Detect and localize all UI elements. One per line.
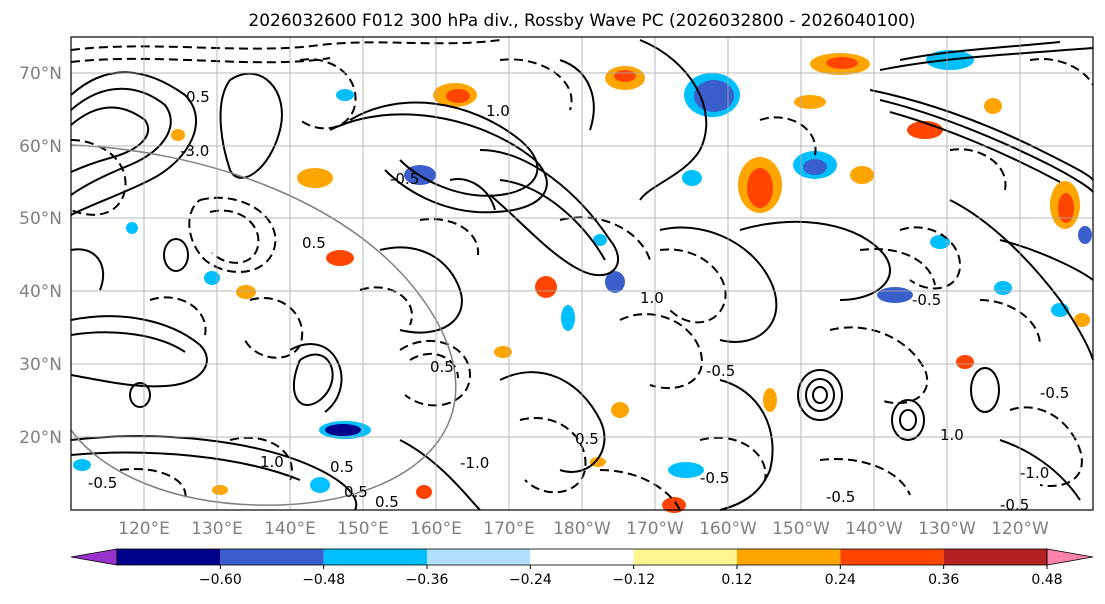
colorbar-bin: [943, 549, 1047, 565]
contour-label: 0.5: [375, 493, 399, 511]
lon-label: 170°W: [626, 519, 684, 539]
colorbar-tick-label: 0.24: [825, 572, 856, 588]
lat-label: 50°N: [19, 209, 62, 229]
colorbar-extend-high: [1046, 548, 1094, 566]
colorbar-bin: [530, 549, 634, 565]
contour-label: -1.0: [460, 454, 489, 472]
contour-label: -0.5: [826, 488, 855, 506]
contour-label: -0.5: [390, 170, 419, 188]
lon-label: 130°W: [918, 519, 976, 539]
contour-label: 0.5: [575, 430, 599, 448]
colorbar-extend-low: [70, 548, 118, 566]
contour-label: -0.5: [1000, 496, 1029, 514]
contour-labels: -3.0 -0.5 0.5 1.0 -1.0 -0.5 0.5 -0.5 1.0…: [88, 88, 1069, 514]
colorbar-tick-label: −0.24: [509, 572, 552, 588]
lon-label: 160°E: [410, 519, 462, 539]
contour-label: 0.5: [186, 88, 210, 106]
colorbar-bin: [117, 549, 221, 565]
contours-dashed: [70, 39, 1094, 511]
contour-label: 1.0: [260, 453, 284, 471]
colorbar-tick-label: −0.48: [302, 572, 345, 588]
colorbar-bin: [633, 549, 737, 565]
colorbar: −0.60 −0.48 −0.36 −0.24 −0.12 0.12 0.24 0.36 0.4…: [70, 548, 1094, 588]
lat-label: 60°N: [19, 137, 62, 157]
contour-label: -3.0: [180, 142, 209, 160]
lon-label: 140°E: [264, 519, 316, 539]
colorbar-tick-label: −0.60: [199, 572, 242, 588]
contour-label: 0.5: [430, 358, 454, 376]
colorbar-tick-label: −0.36: [406, 572, 449, 588]
contour-label: -0.5: [706, 362, 735, 380]
lon-label: 170°E: [483, 519, 535, 539]
projection-arc: [70, 144, 457, 506]
lat-label: 70°N: [19, 64, 62, 84]
lon-label: 120°W: [991, 519, 1049, 539]
contour-label: -0.5: [700, 469, 729, 487]
colorbar-outline: [116, 548, 1048, 566]
lat-label: 20°N: [19, 428, 62, 448]
lon-label: 180°W: [553, 519, 611, 539]
colorbar-tick-label: −0.12: [612, 572, 655, 588]
contour-label: -1.0: [1020, 464, 1049, 482]
lon-label: 150°W: [772, 519, 830, 539]
lat-label: 40°N: [19, 282, 62, 302]
contour-label: -0.5: [912, 291, 941, 309]
colorbar-bin: [427, 549, 531, 565]
lon-label: 140°W: [845, 519, 903, 539]
colorbar-bin: [840, 549, 944, 565]
lon-label: 130°E: [191, 519, 243, 539]
contour-label: 0.5: [302, 234, 326, 252]
lon-label: 160°W: [699, 519, 757, 539]
colorbar-bin: [323, 549, 427, 565]
colorbar-tick-label: 0.12: [721, 572, 752, 588]
colorbar-tick-label: 0.36: [928, 572, 959, 588]
lon-label: 150°E: [337, 519, 389, 539]
contour-label: -0.5: [88, 474, 117, 492]
colorbar-bin: [737, 549, 841, 565]
colorbar-tick-label: 0.48: [1031, 572, 1062, 588]
contour-label: 0.5: [344, 483, 368, 501]
contour-label: 1.0: [940, 426, 964, 444]
map-panel: -3.0 -0.5 0.5 1.0 -1.0 -0.5 0.5 -0.5 1.0…: [70, 36, 1094, 514]
contour-label: 1.0: [640, 289, 664, 307]
lat-label: 30°N: [19, 355, 62, 375]
map-frame: [70, 36, 1094, 511]
gridlines: [71, 37, 1093, 510]
colorbar-bin: [220, 549, 324, 565]
map-title: 2026032600 F012 300 hPa div., Rossby Wav…: [248, 11, 915, 31]
lon-label: 120°E: [118, 519, 170, 539]
contour-label: -0.5: [1040, 384, 1069, 402]
contour-label: 1.0: [486, 102, 510, 120]
latitude-labels: 70°N 60°N 50°N 40°N 30°N 20°N: [19, 64, 62, 448]
contour-label: 0.5: [330, 458, 354, 476]
longitude-labels: 120°E 130°E 140°E 150°E 160°E 170°E 180°…: [118, 519, 1049, 539]
